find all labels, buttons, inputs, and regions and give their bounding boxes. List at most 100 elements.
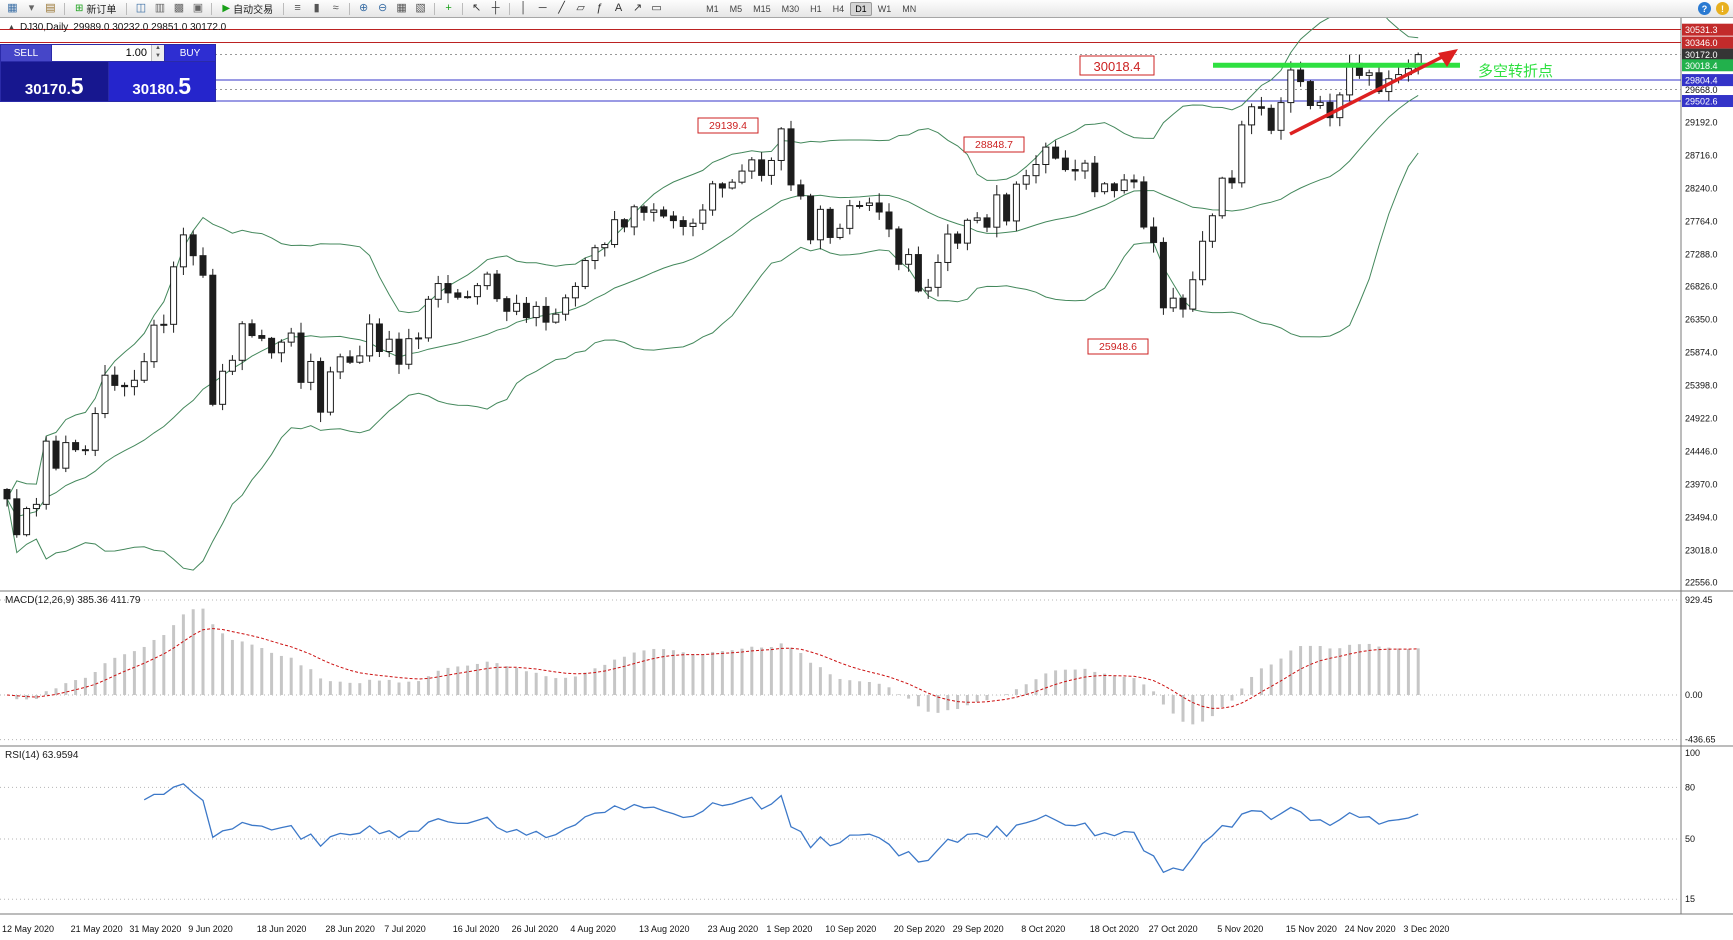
auto-trading-button[interactable]: ▶ 自动交易 xyxy=(217,1,278,16)
svg-text:100: 100 xyxy=(1685,748,1700,758)
arrow-tool-icon[interactable]: ↗ xyxy=(632,2,643,14)
tile-windows-icon[interactable]: ▦ xyxy=(396,2,407,14)
shapes-icon[interactable]: ▭ xyxy=(651,2,662,14)
timeframe-button-m5[interactable]: M5 xyxy=(729,3,743,14)
svg-text:31 May 2020: 31 May 2020 xyxy=(129,924,181,934)
new-order-button[interactable]: ⊞ 新订单 xyxy=(70,1,121,16)
volume-down-icon[interactable]: ▼ xyxy=(152,53,164,61)
svg-text:23018.0: 23018.0 xyxy=(1685,546,1718,556)
volume-stepper[interactable]: 1.00 ▲ ▼ xyxy=(51,45,165,61)
symbol-marker-icon: ▲ xyxy=(8,24,15,31)
rsi-label: RSI(14) 63.9594 xyxy=(5,750,79,761)
svg-text:29192.0: 29192.0 xyxy=(1685,118,1718,128)
timeframe-button-m1[interactable]: M1 xyxy=(706,3,719,14)
svg-text:28240.0: 28240.0 xyxy=(1685,184,1718,194)
timeframe-button-d1[interactable]: D1 xyxy=(850,1,872,16)
timeframe-button-h4[interactable]: H4 xyxy=(832,3,845,14)
price-annotation-text: 30018.4 xyxy=(1094,59,1141,74)
svg-text:25398.0: 25398.0 xyxy=(1685,381,1718,391)
sell-price-main: 30170. xyxy=(24,81,71,98)
price-annotation-box xyxy=(963,136,1025,153)
text-tool-icon[interactable]: A xyxy=(614,2,623,14)
line-chart-icon[interactable]: ≈ xyxy=(332,2,339,14)
svg-text:30018.4: 30018.4 xyxy=(1685,61,1718,71)
sell-price-fraction: 5 xyxy=(70,73,84,100)
channel-icon[interactable]: ▱ xyxy=(576,2,585,14)
svg-text:50: 50 xyxy=(1685,834,1695,844)
toolbar-separator xyxy=(509,2,511,15)
drawn-objects[interactable]: 多空转折点 30018.4 29139.4 28848.7 25948.6 xyxy=(697,49,1553,355)
svg-text:27764.0: 27764.0 xyxy=(1685,217,1718,227)
profiles-icon[interactable]: ▤ xyxy=(45,2,56,14)
volume-value[interactable]: 1.00 xyxy=(125,47,147,59)
svg-text:26350.0: 26350.0 xyxy=(1685,315,1718,325)
svg-text:28716.0: 28716.0 xyxy=(1685,151,1718,161)
svg-text:23970.0: 23970.0 xyxy=(1685,480,1718,490)
chart-dropdown-icon[interactable]: ▾ xyxy=(28,2,35,14)
ohlc-values: 29989.0 30232.0 29851.0 30172.0 xyxy=(73,22,227,33)
auto-trading-icon: ▶ xyxy=(222,3,231,14)
svg-text:21 May 2020: 21 May 2020 xyxy=(71,924,123,934)
one-click-trading-panel: SELL 1.00 ▲ ▼ BUY 30170. 5 30180. 5 xyxy=(0,44,216,102)
alert-icon[interactable]: ! xyxy=(1716,2,1729,15)
zoom-out-icon[interactable]: ⊖ xyxy=(377,2,388,14)
crosshair-icon[interactable]: ┼ xyxy=(491,2,500,14)
toolbar-separator xyxy=(211,2,213,15)
zoom-in-icon[interactable]: ⊕ xyxy=(358,2,369,14)
svg-text:15: 15 xyxy=(1685,894,1695,904)
svg-text:8 Oct 2020: 8 Oct 2020 xyxy=(1021,924,1065,934)
svg-text:3 Dec 2020: 3 Dec 2020 xyxy=(1403,924,1449,934)
timeframe-button-mn[interactable]: MN xyxy=(902,3,917,14)
fibonacci-icon[interactable]: ƒ xyxy=(596,2,603,14)
toolbar-separator xyxy=(462,2,464,15)
new-order-icon: ⊞ xyxy=(75,3,84,14)
svg-text:23 Aug 2020: 23 Aug 2020 xyxy=(708,924,759,934)
toolbar-separator xyxy=(434,2,436,15)
price-annotation-box xyxy=(1079,55,1155,76)
candlestick-chart-icon[interactable]: ▮ xyxy=(313,2,320,14)
indicators-icon[interactable]: + xyxy=(445,2,452,14)
toolbar-separator xyxy=(126,2,128,15)
svg-text:30172.0: 30172.0 xyxy=(1685,50,1718,60)
market-watch-icon[interactable]: ◫ xyxy=(135,2,147,14)
buy-price[interactable]: 30180. 5 xyxy=(108,62,215,101)
sell-price[interactable]: 30170. 5 xyxy=(1,62,109,101)
cursor-icon[interactable]: ↖ xyxy=(471,2,482,14)
horizontal-line-icon[interactable]: ─ xyxy=(538,2,547,14)
price-annotation-box xyxy=(697,117,759,134)
cascade-windows-icon[interactable]: ▧ xyxy=(415,2,426,14)
svg-text:13 Aug 2020: 13 Aug 2020 xyxy=(639,924,690,934)
svg-text:24 Nov 2020: 24 Nov 2020 xyxy=(1345,924,1396,934)
timeframe-button-m30[interactable]: M30 xyxy=(781,3,800,14)
timeframe-button-m15[interactable]: M15 xyxy=(753,3,771,14)
symbol-timeframe-label: DJ30,Daily xyxy=(19,22,69,33)
svg-text:25874.0: 25874.0 xyxy=(1685,348,1718,358)
chart-frame xyxy=(0,18,1733,915)
svg-text:26826.0: 26826.0 xyxy=(1685,282,1718,292)
volume-up-icon[interactable]: ▲ xyxy=(152,45,164,53)
new-chart-icon[interactable]: ▦ xyxy=(7,2,18,14)
trendline-icon[interactable]: ╱ xyxy=(558,2,565,14)
svg-text:18 Oct 2020: 18 Oct 2020 xyxy=(1090,924,1139,934)
timeframe-button-h1[interactable]: H1 xyxy=(810,3,822,14)
help-icon[interactable]: ? xyxy=(1698,2,1711,15)
svg-text:28 Jun 2020: 28 Jun 2020 xyxy=(325,924,375,934)
turning-point-text: 多空转折点 xyxy=(1478,63,1553,80)
navigator-icon[interactable]: ▩ xyxy=(173,2,185,14)
macd-panel: 929.45 0.00 -436.65 xyxy=(0,595,1716,745)
svg-text:0.00: 0.00 xyxy=(1685,690,1703,700)
rsi-panel: 100 80 50 15 xyxy=(0,748,1700,904)
svg-text:929.45: 929.45 xyxy=(1685,595,1713,605)
terminal-icon[interactable]: ▣ xyxy=(192,2,204,14)
bar-chart-icon[interactable]: ≡ xyxy=(294,2,301,14)
vertical-line-icon[interactable]: │ xyxy=(520,2,528,14)
svg-text:16 Jul 2020: 16 Jul 2020 xyxy=(453,924,500,934)
svg-text:5 Nov 2020: 5 Nov 2020 xyxy=(1217,924,1263,934)
svg-text:1 Sep 2020: 1 Sep 2020 xyxy=(766,924,812,934)
buy-button[interactable]: BUY xyxy=(165,45,215,61)
data-window-icon[interactable]: ▥ xyxy=(154,2,166,14)
svg-text:15 Nov 2020: 15 Nov 2020 xyxy=(1286,924,1337,934)
timeframe-button-w1[interactable]: W1 xyxy=(877,3,892,14)
sell-button[interactable]: SELL xyxy=(1,45,51,61)
